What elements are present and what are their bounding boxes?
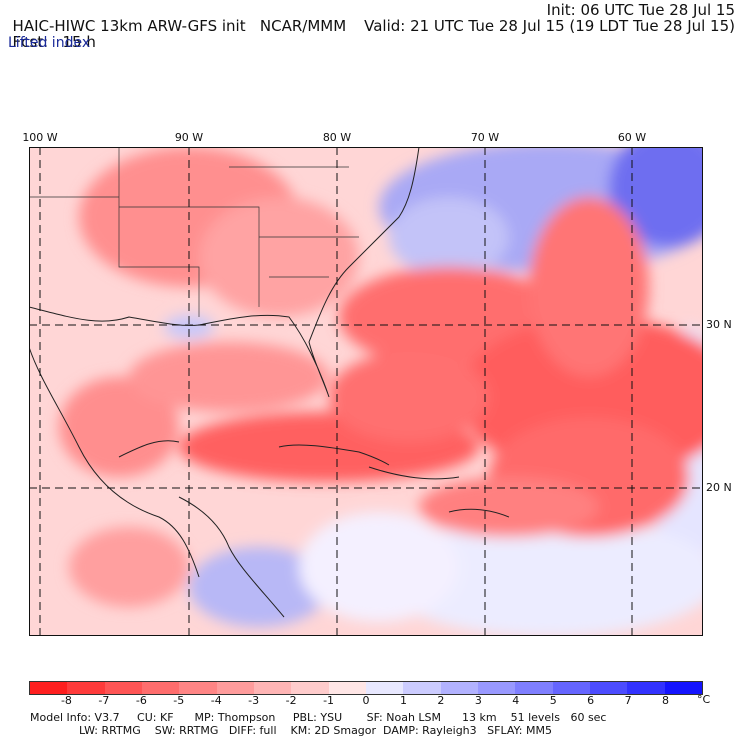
colorbar-swatch (589, 682, 628, 694)
colorbar-swatch (664, 682, 702, 694)
lon-label-100w: 100 W (22, 131, 58, 144)
colorbar-swatch (253, 682, 292, 694)
colorbar-swatch (552, 682, 590, 694)
colorbar-swatch (30, 682, 68, 694)
state-borders (29, 147, 359, 317)
colorbar-tick-label: 6 (587, 694, 595, 707)
colorbar-tick-label: 7 (624, 694, 632, 707)
colorbar-swatch (67, 682, 105, 694)
lifted-index-shading (59, 147, 703, 636)
lat-lon-grid (29, 147, 703, 636)
lon-label-80w: 80 W (322, 131, 352, 144)
colorbar-tick-label: 4 (512, 694, 520, 707)
colorbar-tick-label: -3 (248, 694, 260, 707)
colorbar-swatch (179, 682, 217, 694)
colorbar-tick-label: -1 (323, 694, 335, 707)
colorbar-unit: °C (697, 693, 711, 706)
colorbar-tick-label: 3 (474, 694, 482, 707)
coastlines (29, 147, 510, 618)
lon-label-90w: 90 W (174, 131, 204, 144)
lifted-index-map (29, 147, 703, 636)
colorbar-tick-label: -2 (285, 694, 297, 707)
colorbar-tick-label: 5 (549, 694, 557, 707)
colorbar-tick-label: 2 (437, 694, 445, 707)
valid-time: Valid: 21 UTC Tue 28 Jul 15 (19 LDT Tue … (364, 17, 735, 35)
model-info-line1: Model Info: V3.7 CU: KF MP: Thompson PBL… (30, 711, 607, 724)
model-info-line2: LW: RRTMG SW: RRTMG DIFF: full KM: 2D Sm… (30, 724, 552, 737)
lon-label-60w: 60 W (617, 131, 647, 144)
init-time: Init: 06 UTC Tue 28 Jul 15 (546, 1, 735, 19)
colorbar-swatch (104, 682, 142, 694)
colorbar-tick-label: 0 (362, 694, 370, 707)
lat-label-30n: 30 N (706, 318, 732, 331)
colorbar-tick-label: -4 (210, 694, 222, 707)
colorbar-tick-label: -8 (60, 694, 72, 707)
colorbar-swatch (328, 682, 366, 694)
colorbar-swatch (440, 682, 478, 694)
colorbar-tick-label: -7 (98, 694, 110, 707)
forecast-hour: Fcst: 15 h (12, 33, 96, 51)
colorbar-swatch (291, 682, 329, 694)
colorbar-swatch (403, 682, 441, 694)
colorbar-tick-label: 1 (399, 694, 407, 707)
colorbar-swatch (477, 682, 516, 694)
field-name: Lifted index (8, 35, 91, 51)
map-frame (29, 147, 703, 636)
colorbar (29, 681, 703, 695)
model-title: HAIC-HIWC 13km ARW-GFS init NCAR/MMM (12, 17, 347, 35)
colorbar-swatch (141, 682, 180, 694)
colorbar-tick-label: -6 (135, 694, 147, 707)
lat-label-20n: 20 N (706, 481, 732, 494)
colorbar-swatch (627, 682, 665, 694)
colorbar-tick-label: 8 (662, 694, 670, 707)
colorbar-tick-label: -5 (173, 694, 185, 707)
lon-label-70w: 70 W (470, 131, 500, 144)
colorbar-swatch (365, 682, 404, 694)
colorbar-swatch (216, 682, 254, 694)
colorbar-swatch (515, 682, 553, 694)
